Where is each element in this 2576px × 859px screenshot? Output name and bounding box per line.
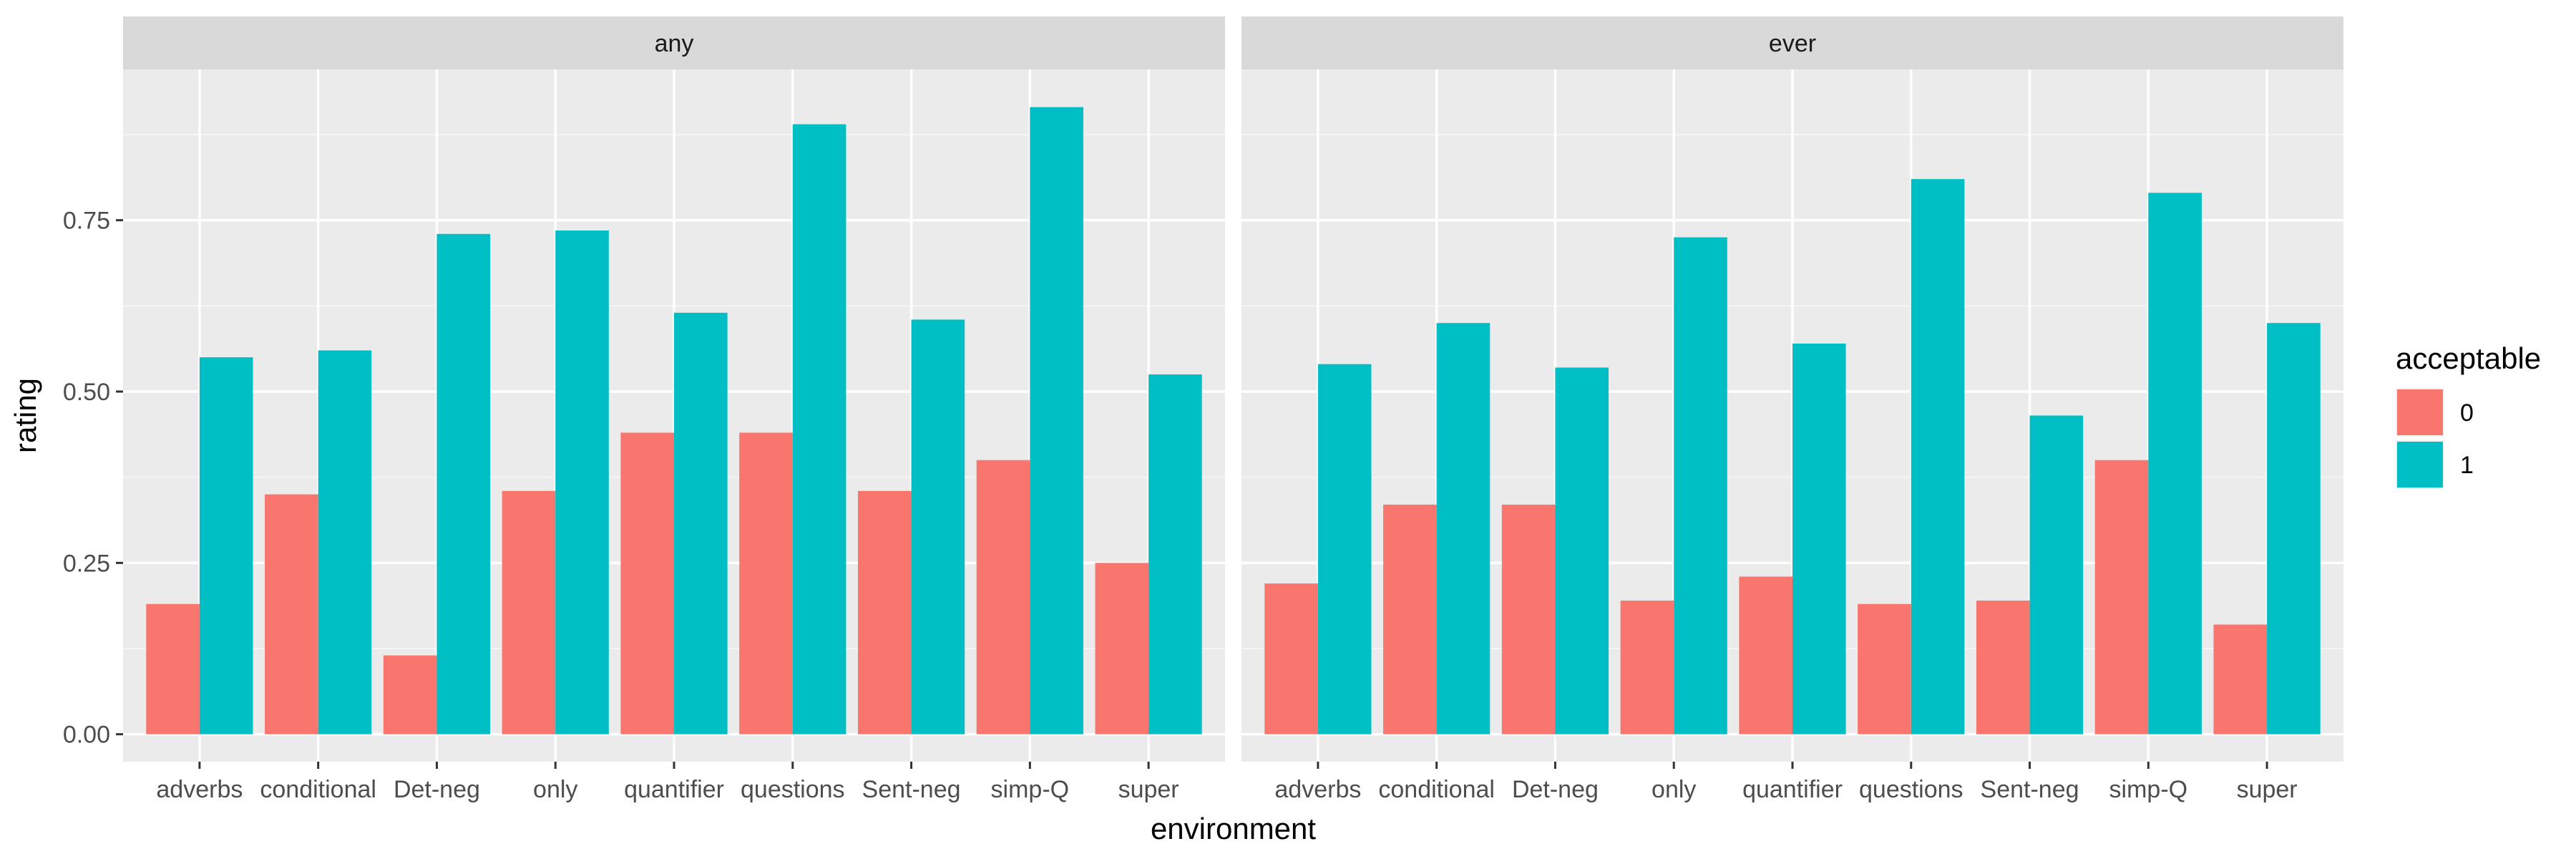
bar-ever-questions-1 [1911,179,1965,734]
bar-any-super-1 [1148,374,1202,734]
bar-ever-Sent-neg-0 [1976,601,2030,734]
x-axis-title: environment [1151,812,1316,845]
bar-ever-questions-0 [1858,603,1911,734]
x-tick-label: only [533,776,577,803]
bar-any-super-0 [1095,563,1149,734]
x-tick-label: Sent-neg [1981,776,2079,803]
bar-ever-quantifier-1 [1792,343,1846,734]
strip-background [1241,16,2343,69]
y-axis-title: rating [9,378,42,453]
y-tick-label: 0.00 [63,722,110,749]
bar-any-conditional-1 [318,350,372,734]
x-tick-label: super [1118,776,1179,803]
bar-any-quantifier-1 [674,312,728,734]
strip-label: ever [1769,30,1816,57]
y-tick-label: 0.75 [63,208,110,235]
bar-ever-Sent-neg-1 [2029,415,2084,734]
x-tick-label: Det-neg [1512,776,1599,803]
x-tick-label: questions [741,776,845,803]
y-tick-label: 0.25 [63,550,110,577]
bar-any-Sent-neg-1 [911,319,965,734]
bar-ever-super-1 [2267,323,2321,734]
bar-any-simp-Q-0 [976,460,1030,734]
bar-any-Sent-neg-0 [857,490,912,734]
bar-ever-adverbs-0 [1264,583,1318,734]
panel-any: any adverbs conditional Det-neg only quantifi… [123,16,1225,803]
strip-label: any [655,30,694,57]
x-tick-label: quantifier [624,776,724,803]
panel-ever: ever adverbs conditional Det-neg only quantif… [1241,16,2343,803]
bar-any-quantifier-0 [620,432,674,734]
bar-ever-Det-neg-0 [1501,504,1556,734]
bar-any-only-1 [555,230,609,734]
legend-swatch-1 [2397,442,2443,487]
x-tick-label: Det-neg [394,776,480,803]
bar-ever-only-1 [1674,237,1727,734]
bar-ever-super-0 [2213,624,2268,734]
bar-ever-adverbs-1 [1317,364,1372,734]
bar-any-only-0 [502,490,556,734]
legend-label-0: 0 [2460,399,2474,427]
legend-title: acceptable [2396,341,2541,375]
bar-ever-Det-neg-1 [1555,367,1609,734]
strip-background [123,16,1225,69]
x-tick-label: conditional [1378,776,1495,803]
bar-any-Det-neg-0 [383,655,437,734]
bar-ever-conditional-0 [1383,504,1437,734]
x-tick-label: super [2237,776,2298,803]
x-tick-label: questions [1859,776,1963,803]
x-tick-label: Sent-neg [862,776,961,803]
bar-ever-only-0 [1620,601,1674,734]
bar-ever-conditional-1 [1436,323,1491,734]
bar-any-Det-neg-1 [436,233,491,734]
bar-any-conditional-0 [265,494,318,734]
x-tick-label: adverbs [156,776,243,803]
x-tick-label: quantifier [1742,776,1843,803]
bar-any-questions-1 [792,124,847,734]
legend: acceptable 0 1 [2396,341,2541,489]
legend-swatch-0 [2397,389,2443,435]
bar-any-adverbs-1 [199,357,253,734]
bar-any-adverbs-0 [146,603,200,734]
x-tick-label: simp-Q [2109,776,2188,803]
x-tick-label: simp-Q [991,776,1070,803]
y-axis: 0.00 0.25 0.50 0.75 [63,208,123,749]
x-tick-label: adverbs [1274,776,1361,803]
bar-ever-simp-Q-0 [2094,460,2149,734]
bar-ever-quantifier-0 [1739,576,1792,734]
x-tick-label: only [1652,776,1696,803]
legend-label-1: 1 [2460,452,2474,479]
x-tick-label: conditional [260,776,376,803]
panels: any adverbs conditional Det-neg only quantifi… [123,16,2343,803]
y-tick-label: 0.50 [63,379,110,406]
bar-any-questions-0 [739,432,793,734]
bar-ever-simp-Q-1 [2148,193,2202,734]
bar-any-simp-Q-1 [1030,107,1083,734]
